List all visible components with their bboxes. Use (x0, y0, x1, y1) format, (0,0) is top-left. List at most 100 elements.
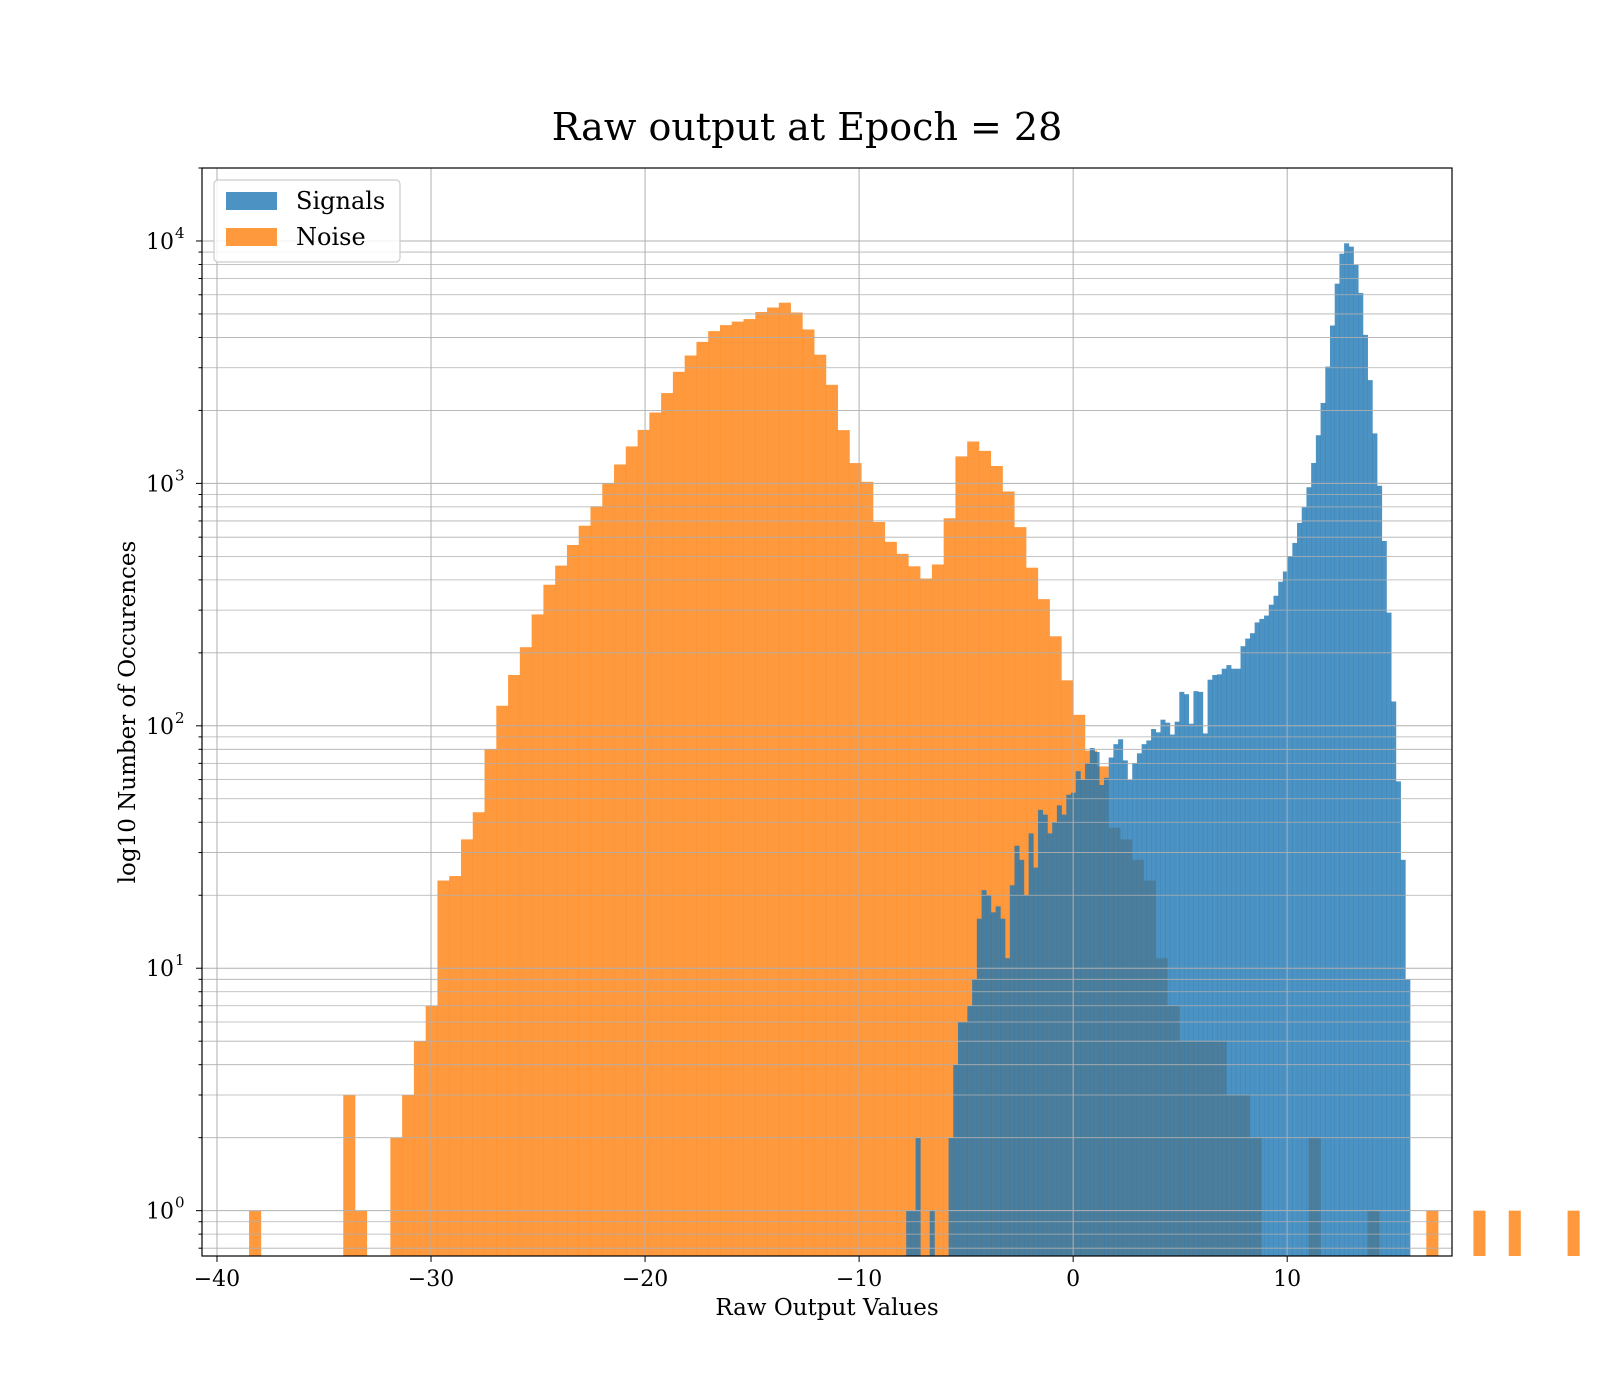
signals-bar (915, 1137, 921, 1256)
signals-bar (1038, 809, 1044, 1256)
noise-bar (661, 393, 674, 1257)
noise-bar (884, 541, 897, 1256)
signals-bar (986, 895, 992, 1256)
signals-bar (1188, 723, 1194, 1256)
signals-bar (1127, 779, 1133, 1256)
y-tick-exponent: 4 (175, 224, 185, 242)
y-axis-label: log10 Number of Occurences (115, 541, 141, 884)
signals-bar (1395, 781, 1401, 1256)
noise-bar (825, 384, 838, 1257)
noise-bar (684, 355, 697, 1256)
signals-bar (1301, 507, 1307, 1256)
noise-bar (484, 749, 497, 1256)
signals-bar (1400, 859, 1406, 1256)
signals-bar (967, 1005, 973, 1256)
signals-bar (1155, 732, 1161, 1256)
x-axis-ticks: −40 −30 −20 −10 0 10 (194, 1256, 1301, 1292)
signals-bar (1061, 814, 1067, 1256)
chart-title: Raw output at Epoch = 28 (552, 105, 1063, 149)
y-tick-label: 10 (146, 957, 174, 982)
signals-legend-label: Signals (296, 187, 385, 215)
signals-bar (1132, 763, 1138, 1256)
signals-bar (1080, 779, 1086, 1256)
signals-bar (1259, 618, 1265, 1256)
noise-bar (496, 705, 509, 1256)
noise-bar (931, 564, 944, 1256)
signals-bar (1193, 691, 1199, 1256)
signals-bar (976, 918, 982, 1256)
signals-bar (981, 890, 987, 1256)
signals-bar (1113, 744, 1119, 1256)
signals-bar (1122, 760, 1128, 1256)
signals-bar (1330, 325, 1336, 1256)
noise-bar (578, 525, 591, 1256)
y-tick-label: 10 (146, 230, 174, 255)
signals-bar (957, 1022, 963, 1256)
x-tick-label: 10 (1273, 1267, 1301, 1292)
noise-bar (249, 1210, 262, 1256)
signals-bar (972, 979, 978, 1256)
noise-bar (908, 566, 921, 1256)
y-tick-label: 10 (146, 1200, 174, 1225)
x-axis-label: Raw Output Values (715, 1295, 938, 1321)
signals-bar (1268, 604, 1274, 1256)
signals-bar (1367, 380, 1373, 1256)
x-tick-label: −20 (622, 1267, 668, 1292)
signals-bar (1169, 734, 1175, 1256)
noise-bar (355, 1210, 368, 1256)
noise-bar (425, 1005, 438, 1256)
x-tick-label: −10 (836, 1267, 882, 1292)
signals-bar (1221, 668, 1227, 1256)
signals-bar (1315, 435, 1321, 1257)
signals-bar (1264, 615, 1270, 1256)
noise-bar (943, 518, 956, 1256)
plot-frame (201, 167, 1453, 1257)
noise-bar (708, 331, 721, 1256)
noise-bar (802, 329, 815, 1256)
signals-bar (1089, 748, 1095, 1256)
noise-bar (814, 354, 827, 1256)
noise-bar (767, 307, 780, 1256)
signals-bar (1334, 283, 1340, 1256)
signals-bar (1198, 691, 1204, 1256)
signals-bar (953, 1064, 959, 1256)
signals-bar (1311, 462, 1317, 1257)
noise-bar (837, 430, 850, 1257)
noise-bar (755, 311, 768, 1257)
signals-bar (1184, 694, 1190, 1256)
signals-bar (1216, 674, 1222, 1256)
signals-bar (1202, 733, 1208, 1256)
noise-bar (719, 325, 733, 1256)
noise-bar (649, 412, 662, 1256)
legend: Signals Noise (213, 179, 401, 263)
noise-bar (896, 553, 909, 1256)
signals-bar (1245, 638, 1251, 1256)
signals-bar (1249, 633, 1255, 1256)
noise-bar (672, 371, 685, 1256)
noise-bar (1508, 1210, 1521, 1256)
x-tick-label: 0 (1066, 1267, 1080, 1292)
y-tick-label: 10 (146, 472, 174, 497)
signals-bar (1231, 668, 1237, 1256)
signals-bar (910, 1210, 916, 1256)
signals-bar (1254, 622, 1260, 1256)
noise-bar (413, 1041, 426, 1256)
signals-bar (1028, 833, 1034, 1256)
signals-bar (1075, 771, 1081, 1256)
signals-bar (1339, 253, 1345, 1257)
signals-bar (1240, 646, 1246, 1256)
noise-bar (637, 429, 650, 1256)
signals-bar (1103, 777, 1109, 1256)
signals-bar (1023, 895, 1029, 1256)
noise-bar (873, 522, 886, 1256)
signals-bar (1019, 859, 1025, 1256)
signals-bar (1282, 571, 1288, 1256)
signals-bar (1278, 581, 1284, 1256)
noise-bar (390, 1137, 403, 1256)
noise-bar (1426, 1210, 1439, 1256)
signals-bar (1174, 721, 1180, 1256)
noise-bar (343, 1094, 356, 1256)
noise-bar (449, 876, 462, 1256)
signals-bar (1165, 722, 1171, 1256)
signals-bar (948, 1137, 954, 1256)
